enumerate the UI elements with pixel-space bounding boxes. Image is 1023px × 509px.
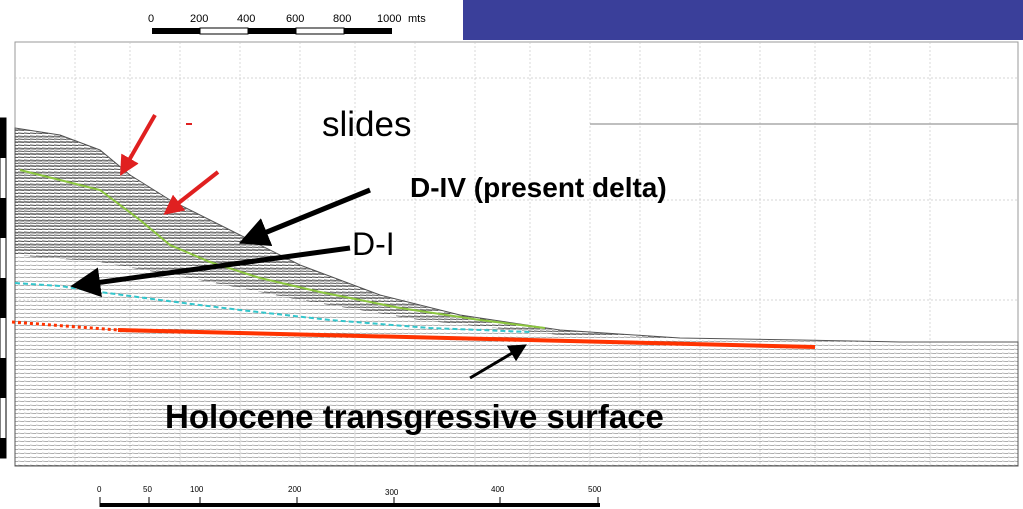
header-band xyxy=(463,0,1023,40)
d4-horizon xyxy=(19,169,546,329)
bottom-scale-tick-300: 300 xyxy=(385,488,399,497)
bottom-scale-tick-200: 200 xyxy=(288,485,302,494)
slide-arrow-1 xyxy=(120,114,157,176)
bottom-scale-tick-500: 500 xyxy=(588,485,602,494)
top-scale-bar xyxy=(152,27,392,35)
d1-horizon xyxy=(14,282,531,333)
depth-scale xyxy=(0,117,7,459)
bottom-scale-tick-0: 0 xyxy=(97,485,102,494)
present-delta-label: D-IV (present delta) xyxy=(410,172,667,203)
delta-wedge xyxy=(15,128,680,338)
bottom-scale-tick-100: 100 xyxy=(190,485,204,494)
slides-label: slides xyxy=(322,105,412,144)
d1-arrow xyxy=(70,245,351,298)
holocene-surface xyxy=(117,328,816,349)
holocene-label: Holocene transgressive surface xyxy=(165,398,664,435)
holocene-arrow xyxy=(469,344,527,380)
bottom-scale-bar xyxy=(99,497,600,507)
slide-arrow-2 xyxy=(163,170,220,215)
d4-arrow xyxy=(238,187,371,247)
top-scale-tick-200: 200 xyxy=(190,13,209,25)
top-scale-tick-800: 800 xyxy=(333,13,352,25)
bottom-scale-tick-400: 400 xyxy=(491,485,505,494)
top-scale-tick-0: 0 xyxy=(148,13,155,25)
bottom-scale-tick-50: 50 xyxy=(143,485,152,494)
top-scale-tick-400: 400 xyxy=(237,13,256,25)
top-scale-tick-1000: 1000 xyxy=(377,13,402,25)
top-scale-tick-600: 600 xyxy=(286,13,305,25)
d1-label: D-I xyxy=(352,226,395,262)
top-scale-unit: mts xyxy=(408,13,426,25)
